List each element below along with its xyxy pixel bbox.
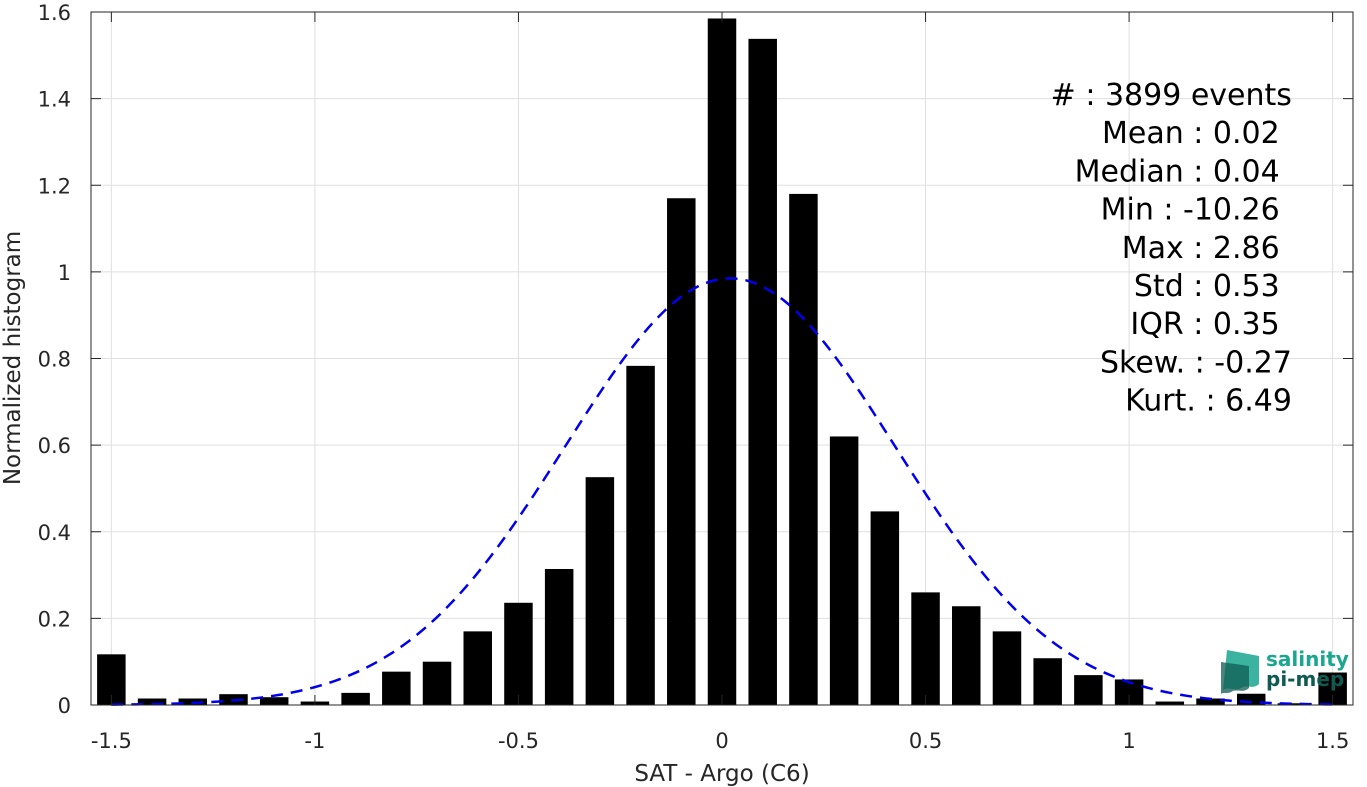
- stats-line: Std : 0.53: [1134, 269, 1280, 304]
- histogram-bar: [707, 18, 737, 705]
- histogram-bar: [870, 511, 900, 705]
- histogram-bar: [341, 692, 370, 705]
- stats-line: # : 3899 events: [1051, 78, 1292, 113]
- y-tick-label: 0.8: [38, 348, 71, 372]
- x-tick-label: -0.5: [498, 729, 539, 753]
- histogram-bar: [1074, 675, 1103, 705]
- stats-line: Min : -10.26: [1101, 193, 1280, 228]
- histogram-bar: [504, 602, 533, 705]
- x-tick-label: -1.5: [91, 729, 132, 753]
- stats-line: IQR : 0.35: [1130, 307, 1279, 342]
- histogram-bar: [544, 568, 574, 705]
- histogram-bar: [382, 671, 411, 705]
- y-tick-label: 1.2: [38, 174, 71, 198]
- histogram-bar: [1277, 703, 1307, 705]
- histogram-bar: [992, 631, 1022, 705]
- ticks-layer: -1.5 -1 -0.5 0 0.5 1 1.5 0 0.2 0.4 0.6 0.8 1 1.2 1.4 1.…: [38, 1, 1353, 753]
- y-tick-label: 0.6: [38, 434, 71, 458]
- histogram-bar: [463, 631, 492, 705]
- y-tick-label: 1.6: [38, 1, 71, 25]
- histogram-bar: [1196, 698, 1225, 705]
- histogram-bar: [1236, 693, 1266, 705]
- fit-curve-layer: [111, 277, 1333, 706]
- gaussian-fit-line: [111, 277, 1333, 706]
- y-tick-label: 0.4: [38, 521, 71, 545]
- stats-line: Max : 2.86: [1122, 231, 1280, 266]
- stats-line: Kurt. : 6.49: [1125, 384, 1292, 419]
- x-axis-label: SAT - Argo (C6): [634, 761, 809, 787]
- histogram-bar: [952, 606, 981, 705]
- logo-text-pi-mep: pi-mep: [1266, 667, 1344, 691]
- histogram-bar: [667, 198, 696, 705]
- histogram-bar: [259, 697, 289, 705]
- histogram-bar: [789, 193, 818, 705]
- logo-text-salinity: salinity: [1266, 647, 1349, 671]
- y-tick-label: 1.4: [38, 88, 71, 112]
- histogram-bar: [626, 365, 655, 705]
- stats-line: Median : 0.04: [1075, 154, 1280, 189]
- stats-line: Mean : 0.02: [1102, 116, 1280, 151]
- x-tick-label: -1: [304, 729, 325, 753]
- x-tick-label: 0: [715, 729, 728, 753]
- histogram-bar: [585, 477, 615, 705]
- logo-wave-icon-dark: [1221, 662, 1249, 694]
- stats-line: Skew. : -0.27: [1100, 345, 1292, 380]
- histogram-bar: [137, 698, 167, 705]
- y-axis-label: Normalized histogram: [0, 231, 26, 485]
- histogram-bar: [829, 436, 859, 705]
- histogram-bar: [1155, 701, 1185, 705]
- x-tick-label: 1: [1122, 729, 1135, 753]
- x-tick-label: 1.5: [1316, 729, 1349, 753]
- y-tick-label: 0.2: [38, 607, 71, 631]
- histogram-bar: [911, 592, 940, 705]
- histogram-bar: [1033, 658, 1062, 705]
- histogram-bar: [748, 38, 777, 705]
- y-tick-label: 0: [58, 694, 71, 718]
- histogram-bar: [422, 661, 452, 705]
- salinity-pi-mep-logo: salinity pi-mep: [1221, 647, 1349, 694]
- y-tick-label: 1: [58, 261, 71, 285]
- x-tick-label: 0.5: [909, 729, 942, 753]
